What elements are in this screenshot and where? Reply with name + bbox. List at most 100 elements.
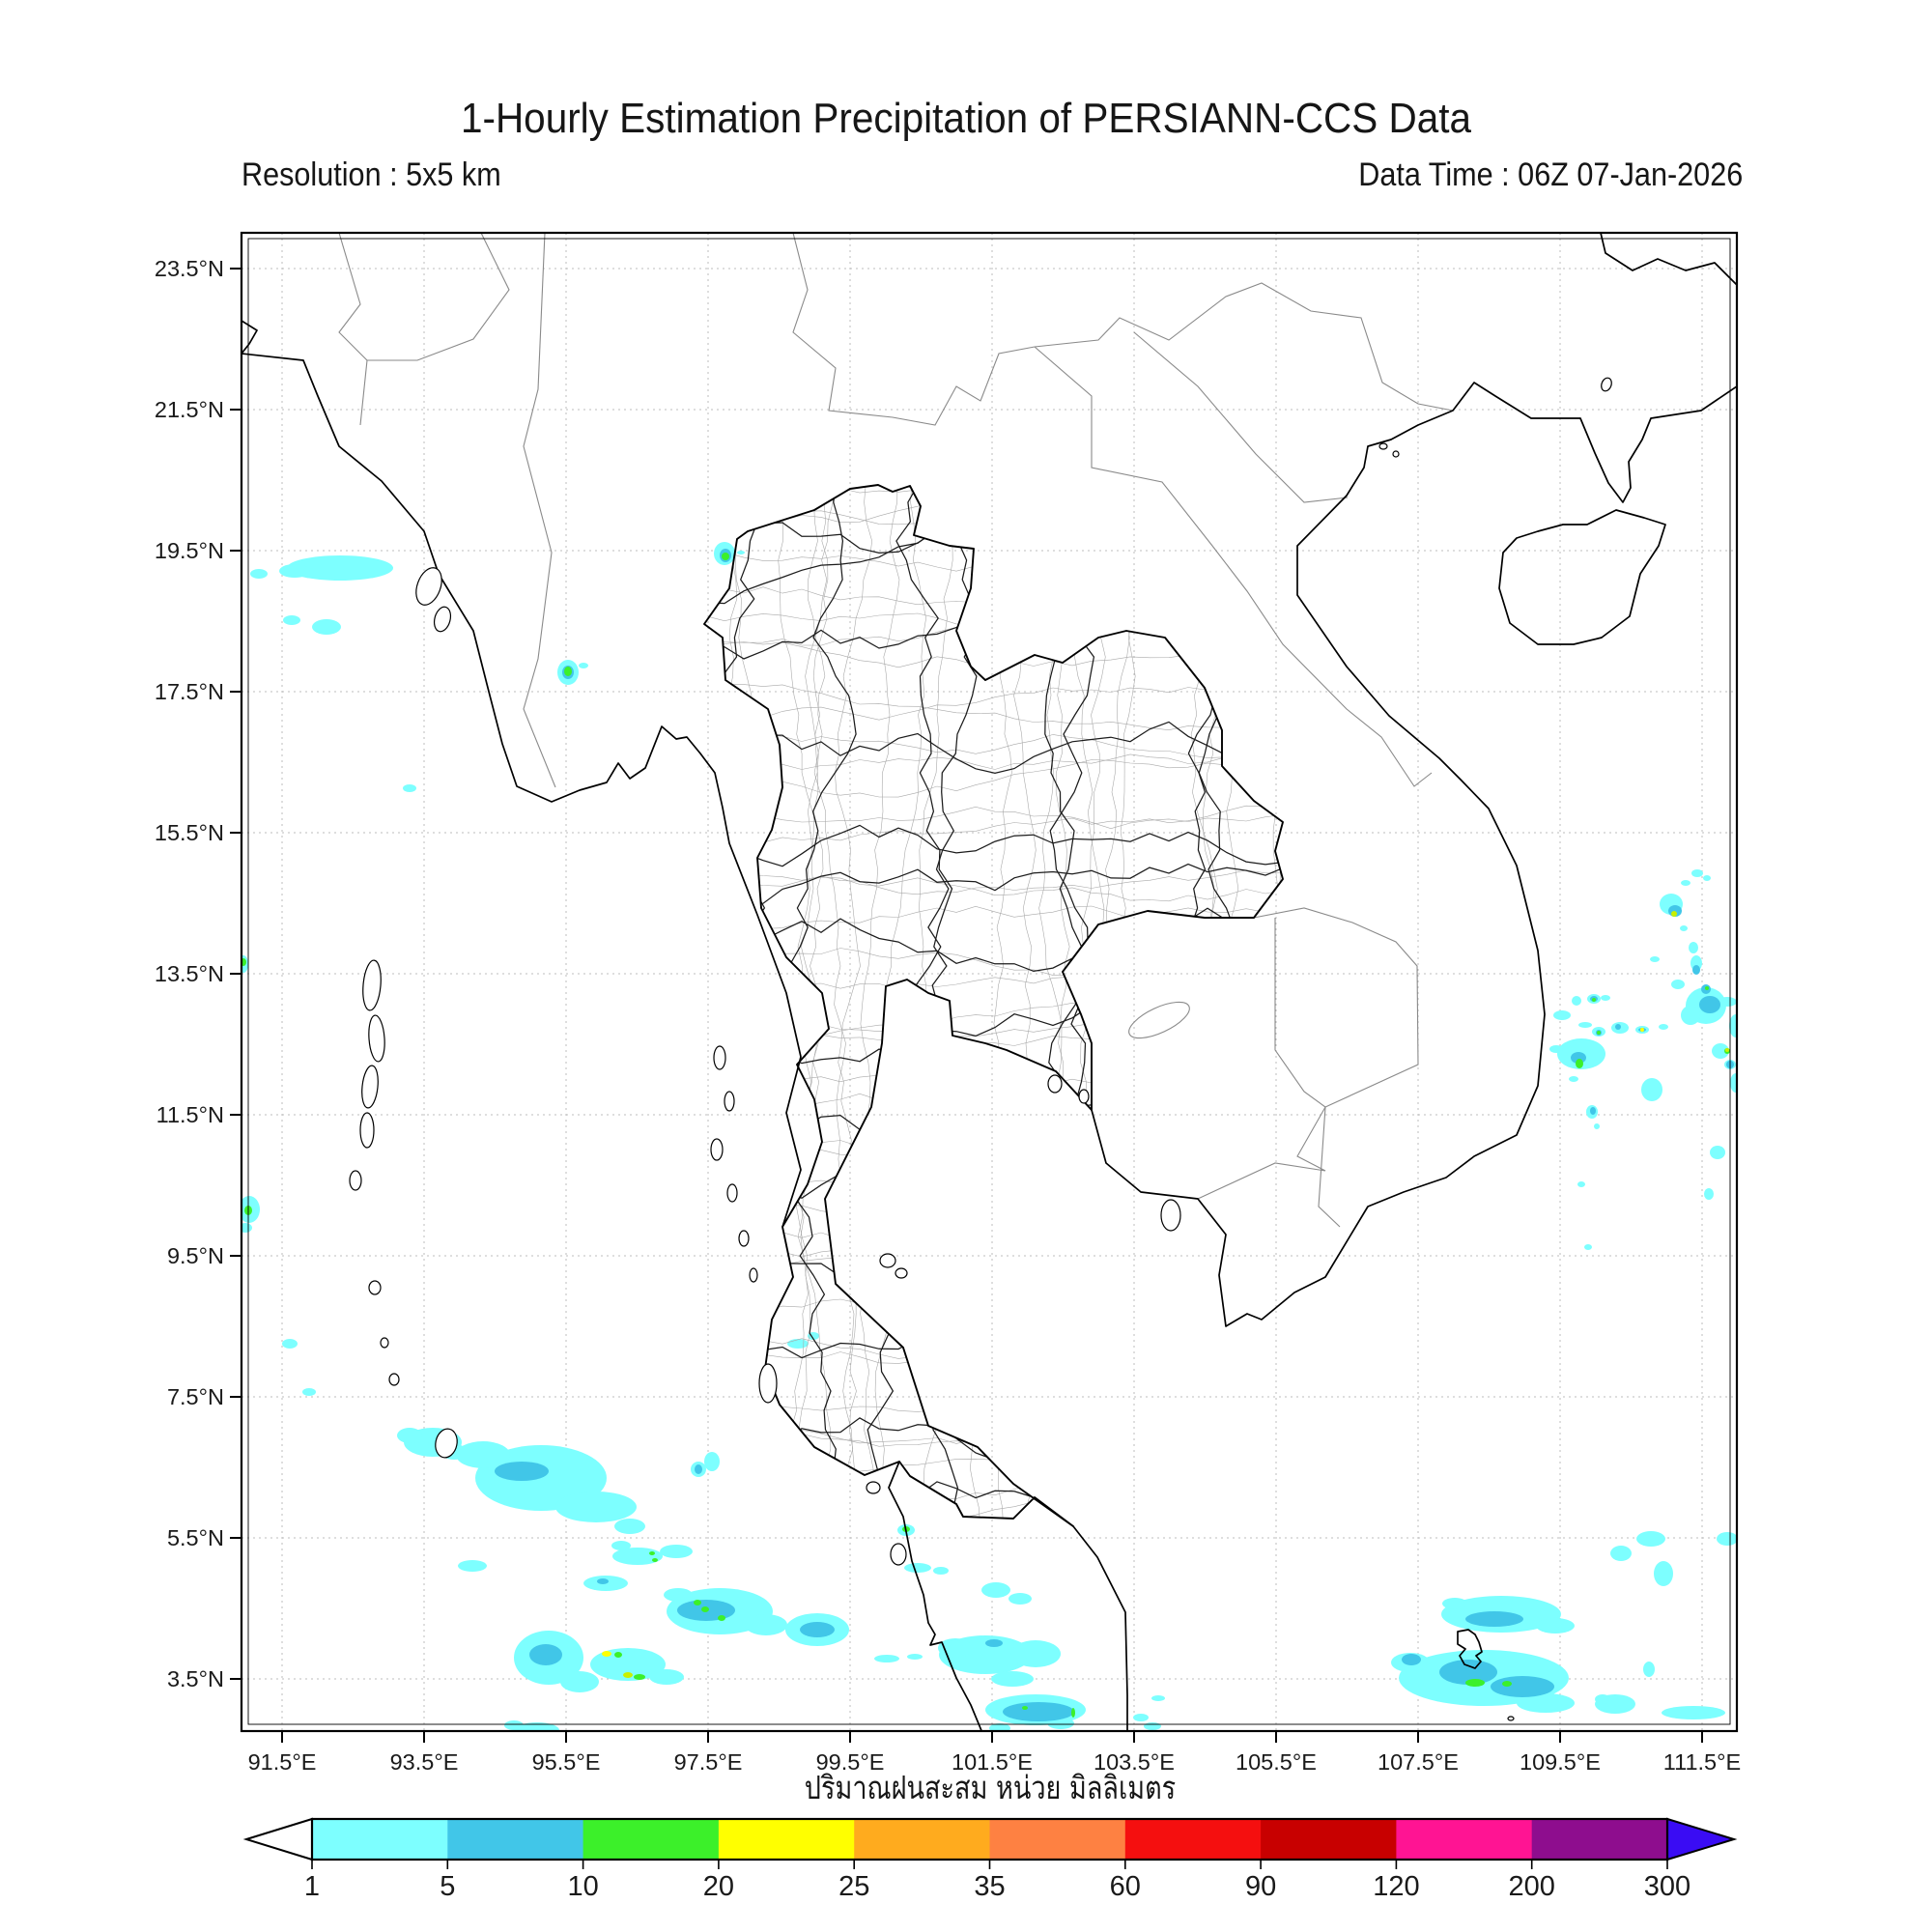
island — [1047, 1074, 1063, 1094]
precip-patch — [1615, 1024, 1621, 1030]
precip-patch — [1710, 1146, 1725, 1159]
precip-patch — [701, 1606, 709, 1612]
coastline — [1600, 233, 1737, 286]
district-line — [704, 1238, 1283, 1287]
district-line — [704, 581, 1283, 614]
district-line — [704, 485, 747, 1526]
province-line — [704, 1081, 1283, 1137]
district-line — [704, 610, 1283, 646]
precip-patch — [555, 1492, 637, 1522]
colorbar-segment — [1261, 1819, 1397, 1860]
colorbar-tick-label: 35 — [974, 1871, 1005, 1902]
colorbar-segment — [1531, 1819, 1668, 1860]
colorbar-tick-label: 25 — [838, 1871, 869, 1902]
colorbar-segment — [718, 1819, 855, 1860]
precip-patch — [694, 1600, 701, 1605]
island — [361, 1065, 379, 1109]
district-line — [704, 1136, 1283, 1156]
colorbar-tick-label: 1 — [304, 1871, 320, 1902]
precip-patch — [1718, 997, 1737, 1007]
lon-tick-label: 97.5°E — [674, 1749, 743, 1775]
precipitation-layer — [242, 542, 1737, 1731]
precip-patch — [1680, 925, 1688, 931]
precip-patch — [904, 1563, 931, 1573]
precip-patch — [1704, 1188, 1714, 1200]
district-line — [704, 1176, 1283, 1192]
district-line — [704, 965, 1283, 990]
precip-patch — [1730, 1073, 1737, 1093]
precip-patch — [1717, 1532, 1737, 1546]
precip-patch — [1689, 942, 1698, 953]
precip-patch — [704, 1452, 720, 1471]
island — [726, 1183, 738, 1203]
country-borders — [338, 233, 1454, 1228]
precip-patch — [985, 1639, 1003, 1647]
border-line — [1034, 346, 1433, 787]
coastline — [888, 1461, 983, 1731]
district-line — [704, 1015, 1283, 1040]
district-line — [667, 1535, 1304, 1561]
colorbar-segment — [1396, 1819, 1533, 1860]
district-line — [704, 1282, 1283, 1315]
lon-tick-label: 91.5°E — [248, 1749, 317, 1775]
precip-patch — [282, 1339, 298, 1349]
lat-tick-label: 3.5°N — [167, 1666, 224, 1691]
island — [1601, 377, 1612, 392]
district-line — [704, 759, 1283, 798]
province-line — [704, 485, 758, 1526]
island — [895, 1267, 908, 1279]
colorbar-caption-thai: ปริมาณฝนสะสม หน่วย มิลลิเมตร — [804, 1769, 1177, 1806]
precip-patch — [737, 551, 745, 554]
precip-patch — [1549, 1045, 1563, 1053]
precip-patch — [1699, 996, 1720, 1013]
precip-patch — [312, 619, 341, 635]
lat-tick-label: 9.5°N — [167, 1243, 224, 1268]
precip-patch — [745, 1614, 787, 1635]
precip-patch — [495, 1462, 549, 1481]
island — [415, 567, 442, 606]
district-line — [704, 806, 1283, 830]
coastline — [1091, 382, 1737, 1327]
precip-patch — [1641, 1078, 1662, 1101]
island — [758, 1363, 778, 1404]
lon-tick-label: 93.5°E — [390, 1749, 459, 1775]
border-line — [523, 233, 556, 788]
precip-patch — [938, 1638, 973, 1658]
precip-patch — [1681, 880, 1690, 886]
border-line — [1274, 918, 1341, 1228]
district-line — [1065, 485, 1139, 1526]
colorbar-over-arrow — [1666, 1817, 1738, 1861]
province-line — [704, 499, 1283, 605]
district-line — [704, 1337, 1283, 1371]
precip-patch — [787, 1339, 809, 1349]
coastlines — [242, 233, 1737, 1731]
precip-patch — [1659, 1024, 1668, 1030]
precip-patch — [1610, 1546, 1632, 1561]
district-line — [704, 551, 1283, 572]
precip-patch — [991, 1671, 1034, 1687]
colorbar-under-arrow — [242, 1817, 313, 1861]
district-line — [704, 680, 1283, 732]
precip-patch — [287, 555, 393, 581]
district-line — [968, 485, 1012, 1526]
precip-patch — [1151, 1695, 1165, 1701]
precip-patch — [242, 1223, 252, 1233]
precip-patch — [1439, 1660, 1497, 1685]
lon-tick-label: 103.5°E — [1094, 1749, 1175, 1775]
precip-patch — [981, 1582, 1010, 1598]
map-frame — [230, 231, 1739, 1743]
precip-patch — [1553, 1010, 1571, 1020]
precip-patch — [1671, 980, 1685, 989]
precip-patch — [1572, 996, 1581, 1006]
island — [1160, 1199, 1181, 1232]
precip-patch — [1465, 1611, 1523, 1627]
precip-patch — [1402, 1654, 1421, 1665]
precip-patch — [800, 1622, 835, 1637]
colorbar-tick-label: 20 — [703, 1871, 734, 1902]
district-line — [667, 421, 1304, 447]
lat-tick-label: 5.5°N — [167, 1525, 224, 1550]
district-line — [704, 876, 1283, 902]
colorbar-segment — [854, 1819, 990, 1860]
island — [866, 1481, 881, 1494]
